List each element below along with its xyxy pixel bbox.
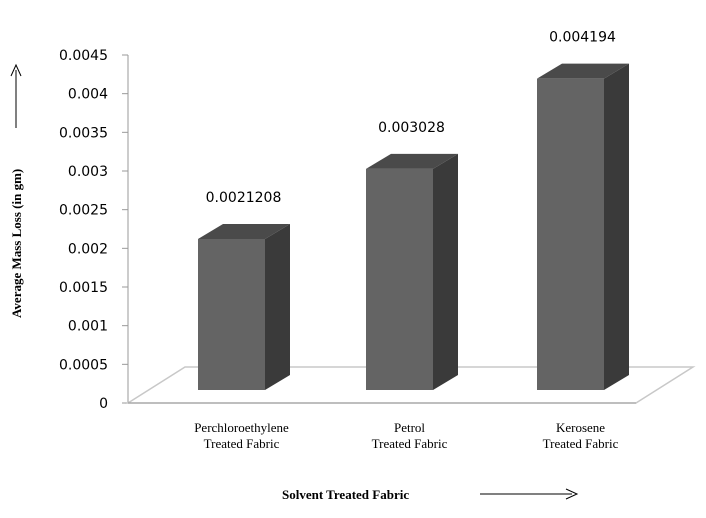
y-tick-label: 0.001 <box>68 319 108 335</box>
category-label: Perchloroethylene <box>194 420 289 435</box>
bar <box>198 223 290 390</box>
y-axis-arrow <box>10 63 22 128</box>
bar-side <box>604 63 629 390</box>
bar-front <box>366 168 433 390</box>
y-axis-label: Average Mass Loss (in gm) <box>9 169 24 318</box>
bar <box>537 63 629 390</box>
y-tick-label: 0.0045 <box>59 48 108 64</box>
y-tick-label: 0.003 <box>68 164 108 180</box>
bar-top <box>366 153 458 169</box>
category-label: Petrol <box>394 420 425 435</box>
data-label: 0.0021208 <box>206 190 282 206</box>
bar-top <box>198 223 290 239</box>
data-labels: 0.0021208 0.003028 0.004194 <box>206 30 616 206</box>
y-tick-label: 0 <box>99 396 108 412</box>
y-tick-label: 0.0035 <box>59 125 108 141</box>
y-tick-label: 0.0005 <box>59 357 108 373</box>
category-label: Kerosene <box>556 420 605 435</box>
bar-side <box>265 223 290 390</box>
x-axis-label: Solvent Treated Fabric <box>282 487 409 502</box>
y-axis: 0 0.0005 0.001 0.0015 0.002 0.0025 0.003 0.0035… <box>59 48 129 412</box>
x-axis-arrow <box>480 488 579 500</box>
y-tick-label: 0.0025 <box>59 203 108 219</box>
bar-front <box>537 78 604 390</box>
y-tick-label: 0.004 <box>68 87 108 103</box>
data-label: 0.004194 <box>549 30 616 46</box>
bar-side <box>433 153 458 390</box>
bars <box>198 63 629 390</box>
y-tick-label: 0.002 <box>68 241 108 257</box>
bar-front <box>198 238 265 390</box>
category-label: Treated Fabric <box>204 436 280 451</box>
y-tick-label: 0.0015 <box>59 280 108 296</box>
category-label: Treated Fabric <box>543 436 619 451</box>
bar-top <box>537 63 629 79</box>
data-label: 0.003028 <box>378 120 445 136</box>
category-label: Treated Fabric <box>372 436 448 451</box>
bar <box>366 153 458 390</box>
